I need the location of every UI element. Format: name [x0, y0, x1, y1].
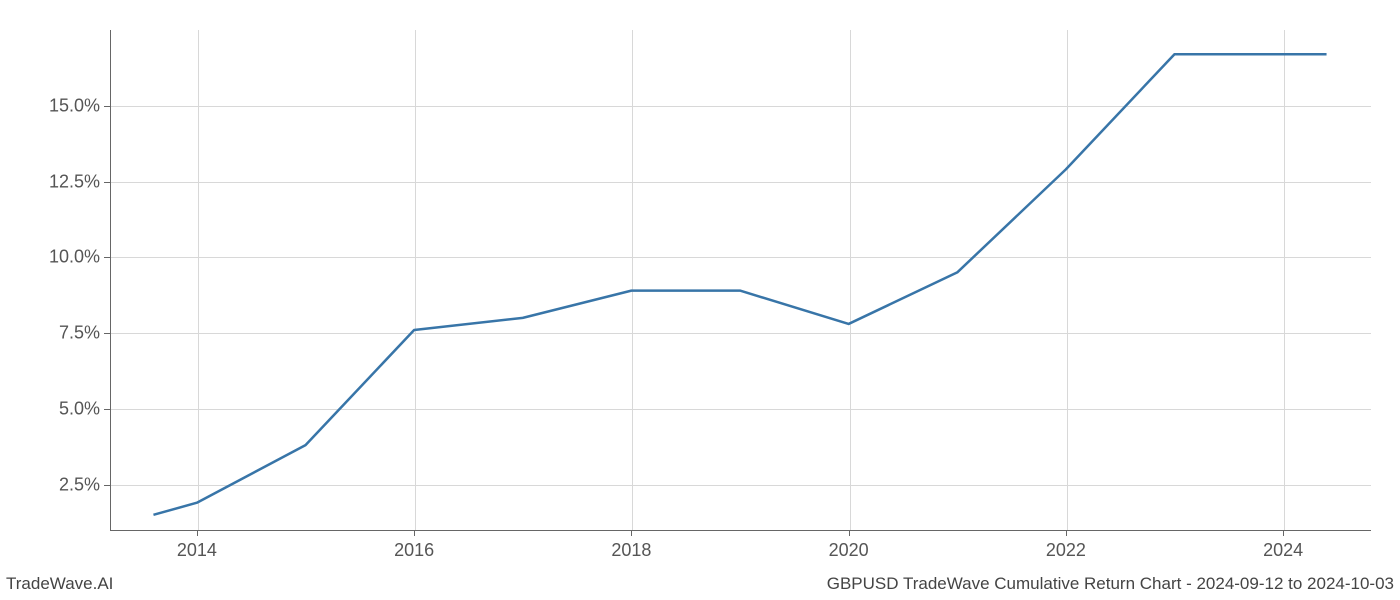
xtick-label: 2018 — [611, 540, 651, 561]
ytick-label: 12.5% — [20, 171, 100, 192]
ytick-mark — [104, 333, 110, 334]
footer-right-text: GBPUSD TradeWave Cumulative Return Chart… — [827, 574, 1394, 594]
chart-container: TradeWave.AI GBPUSD TradeWave Cumulative… — [0, 0, 1400, 600]
return-line — [153, 54, 1326, 515]
xtick-mark — [631, 530, 632, 536]
line-series — [110, 30, 1370, 530]
ytick-mark — [104, 409, 110, 410]
chart-plot-area — [110, 30, 1370, 530]
ytick-label: 7.5% — [20, 323, 100, 344]
xtick-mark — [414, 530, 415, 536]
xtick-label: 2022 — [1046, 540, 1086, 561]
ytick-mark — [104, 485, 110, 486]
ytick-mark — [104, 182, 110, 183]
ytick-label: 15.0% — [20, 95, 100, 116]
footer-left-text: TradeWave.AI — [6, 574, 113, 594]
xtick-mark — [1283, 530, 1284, 536]
xtick-label: 2024 — [1263, 540, 1303, 561]
ytick-label: 2.5% — [20, 474, 100, 495]
xtick-label: 2014 — [177, 540, 217, 561]
ytick-mark — [104, 106, 110, 107]
ytick-label: 5.0% — [20, 398, 100, 419]
xtick-label: 2016 — [394, 540, 434, 561]
xtick-mark — [849, 530, 850, 536]
xtick-mark — [197, 530, 198, 536]
ytick-mark — [104, 257, 110, 258]
xtick-mark — [1066, 530, 1067, 536]
xtick-label: 2020 — [829, 540, 869, 561]
ytick-label: 10.0% — [20, 247, 100, 268]
